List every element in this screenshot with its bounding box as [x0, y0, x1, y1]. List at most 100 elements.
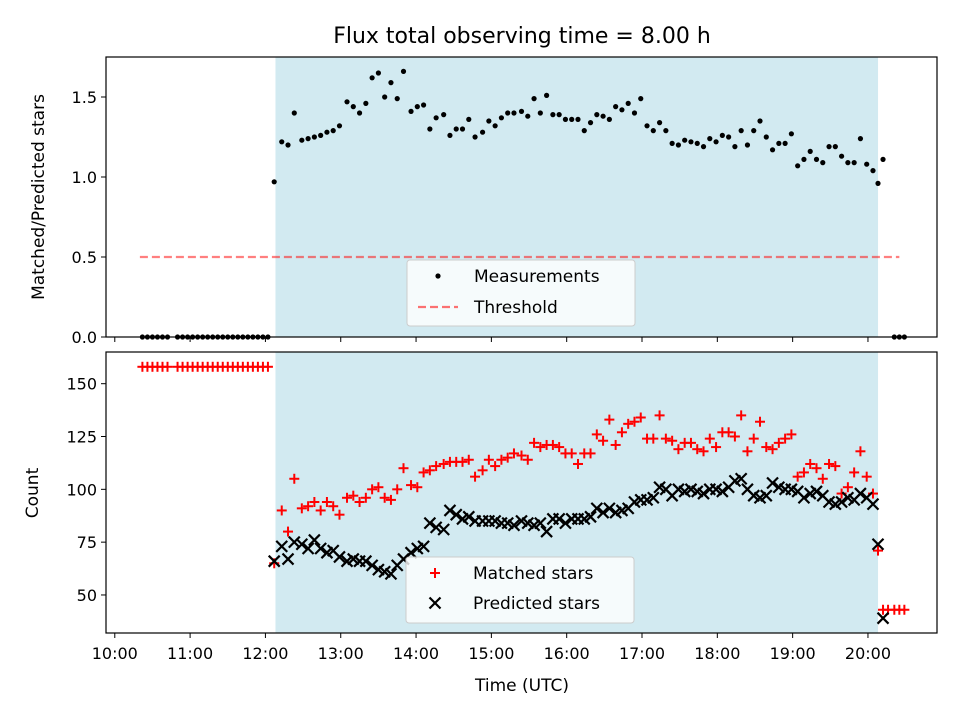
matched-star-point: [348, 490, 359, 501]
top-axes-frame: [105, 56, 938, 338]
measurement-point: [857, 136, 864, 142]
matched-stars-legend-label: Matched stars: [473, 564, 593, 584]
legend-x-b: [428, 596, 442, 610]
measurement-point: [427, 126, 433, 132]
predicted-star-point-b: [437, 523, 450, 536]
measurement-point: [382, 94, 388, 100]
predicted-star-point-b: [507, 518, 521, 532]
matched-star-point: [817, 473, 828, 484]
measurement-point: [820, 160, 826, 166]
x-tick-label: 16:00: [544, 644, 590, 663]
predicted-star-point-b: [423, 516, 437, 530]
measurement-point: [498, 115, 505, 121]
measurement-point: [318, 132, 324, 138]
measurement-point: [486, 118, 492, 124]
predicted-star-point-b: [501, 516, 514, 530]
measurement-point: [832, 144, 838, 150]
measurement-point: [369, 75, 375, 81]
measurement-point: [845, 160, 851, 166]
predicted-star-point-b: [404, 546, 418, 559]
matched-star-point: [508, 448, 519, 459]
matched-stars-points: [137, 361, 910, 615]
measurement-point: [550, 112, 556, 118]
measurement-point: [851, 160, 857, 166]
predicted-star-point-b: [659, 483, 673, 496]
measurement-point: [864, 161, 870, 167]
matched-star-point: [698, 446, 709, 457]
bottom-x-ticks: 10:00 11:00 12:00 13:00 14:00 15:00 16:00 17:00…: [92, 633, 891, 663]
measurement-point: [807, 148, 813, 154]
matched-star-point: [692, 444, 703, 455]
predicted-star-point-b: [672, 483, 685, 496]
predicted-star-point-b: [697, 487, 710, 500]
measurement-point: [291, 110, 297, 116]
measurement-point: [330, 128, 336, 134]
measurement-point: [826, 144, 832, 150]
measurement-point: [388, 80, 394, 86]
matched-star-point: [723, 427, 734, 438]
matched-star-point: [303, 501, 314, 512]
x-tick-label: 20:00: [845, 644, 891, 663]
top-legend-box: [406, 259, 636, 327]
predicted-star-point-b: [766, 476, 779, 490]
measurement-point: [394, 96, 400, 102]
matched-star-point: [824, 458, 835, 469]
measurement-point: [479, 129, 486, 135]
matched-star-point: [554, 442, 565, 453]
measurement-point: [305, 136, 311, 142]
matched-star-point: [899, 604, 910, 615]
predicted-star-point: [295, 537, 309, 551]
predicted-star-point-b: [734, 472, 748, 486]
matched-star-point: [535, 442, 546, 453]
x-tick-label: 10:00: [92, 644, 138, 663]
predicted-star-point: [876, 611, 890, 625]
predicted-star-point: [797, 491, 811, 505]
matched-star-point: [392, 484, 403, 495]
top-axes: 0.0 0.5 1.0 1.5 Matched/Predicted stars Mea…: [29, 56, 938, 347]
predicted-star-point-b: [359, 554, 373, 568]
predicted-star-point-b: [797, 491, 811, 505]
predicted-star-point-b: [709, 483, 723, 496]
measurement-point: [688, 139, 694, 145]
bottom-y-axis-label: Count: [23, 467, 43, 518]
matched-star-point: [729, 431, 740, 442]
y-tick-label: 1.0: [72, 168, 97, 187]
predicted-star-point: [584, 510, 597, 524]
predicted-star-point-b: [791, 485, 804, 498]
predicted-star-point: [540, 525, 553, 538]
matched-star-point: [648, 433, 659, 444]
predicted-star-point: [760, 489, 773, 502]
y-tick-label: 100: [66, 480, 97, 499]
measurement-point: [408, 108, 414, 114]
matched-star-point: [623, 418, 634, 429]
matched-star-point: [522, 454, 533, 465]
matched-star-point: [328, 501, 339, 512]
measurement-point: [675, 142, 682, 148]
predicted-star-point-b: [314, 542, 327, 555]
predicted-star-point-b: [301, 542, 315, 555]
measurement-point: [400, 68, 407, 74]
matched-star-point: [755, 416, 766, 427]
measurement-point: [587, 120, 594, 126]
x-tick-label: 15:00: [468, 644, 514, 663]
measurement-point: [344, 99, 350, 105]
predicted-star-point-b: [429, 521, 443, 534]
matched-star-point: [379, 492, 390, 503]
measurement-point: [682, 137, 688, 143]
measurement-point: [356, 110, 363, 116]
matched-star-point: [792, 471, 803, 482]
bottom-y-ticks: 50 75 100 125 150: [66, 375, 106, 605]
measurement-point: [375, 70, 381, 76]
measurement-point: [744, 142, 751, 148]
matched-star-point: [685, 437, 696, 448]
matched-star-point: [516, 450, 527, 461]
predicted-star-point-b: [540, 525, 553, 538]
matched-star-point: [321, 497, 332, 508]
matched-star-point: [855, 446, 866, 457]
matched-star-point: [635, 412, 646, 423]
predicted-star-point: [267, 554, 281, 568]
measurement-point: [732, 144, 738, 150]
measurement-point: [505, 110, 511, 116]
measurement-point: [880, 156, 886, 162]
measurement-point: [631, 110, 638, 116]
